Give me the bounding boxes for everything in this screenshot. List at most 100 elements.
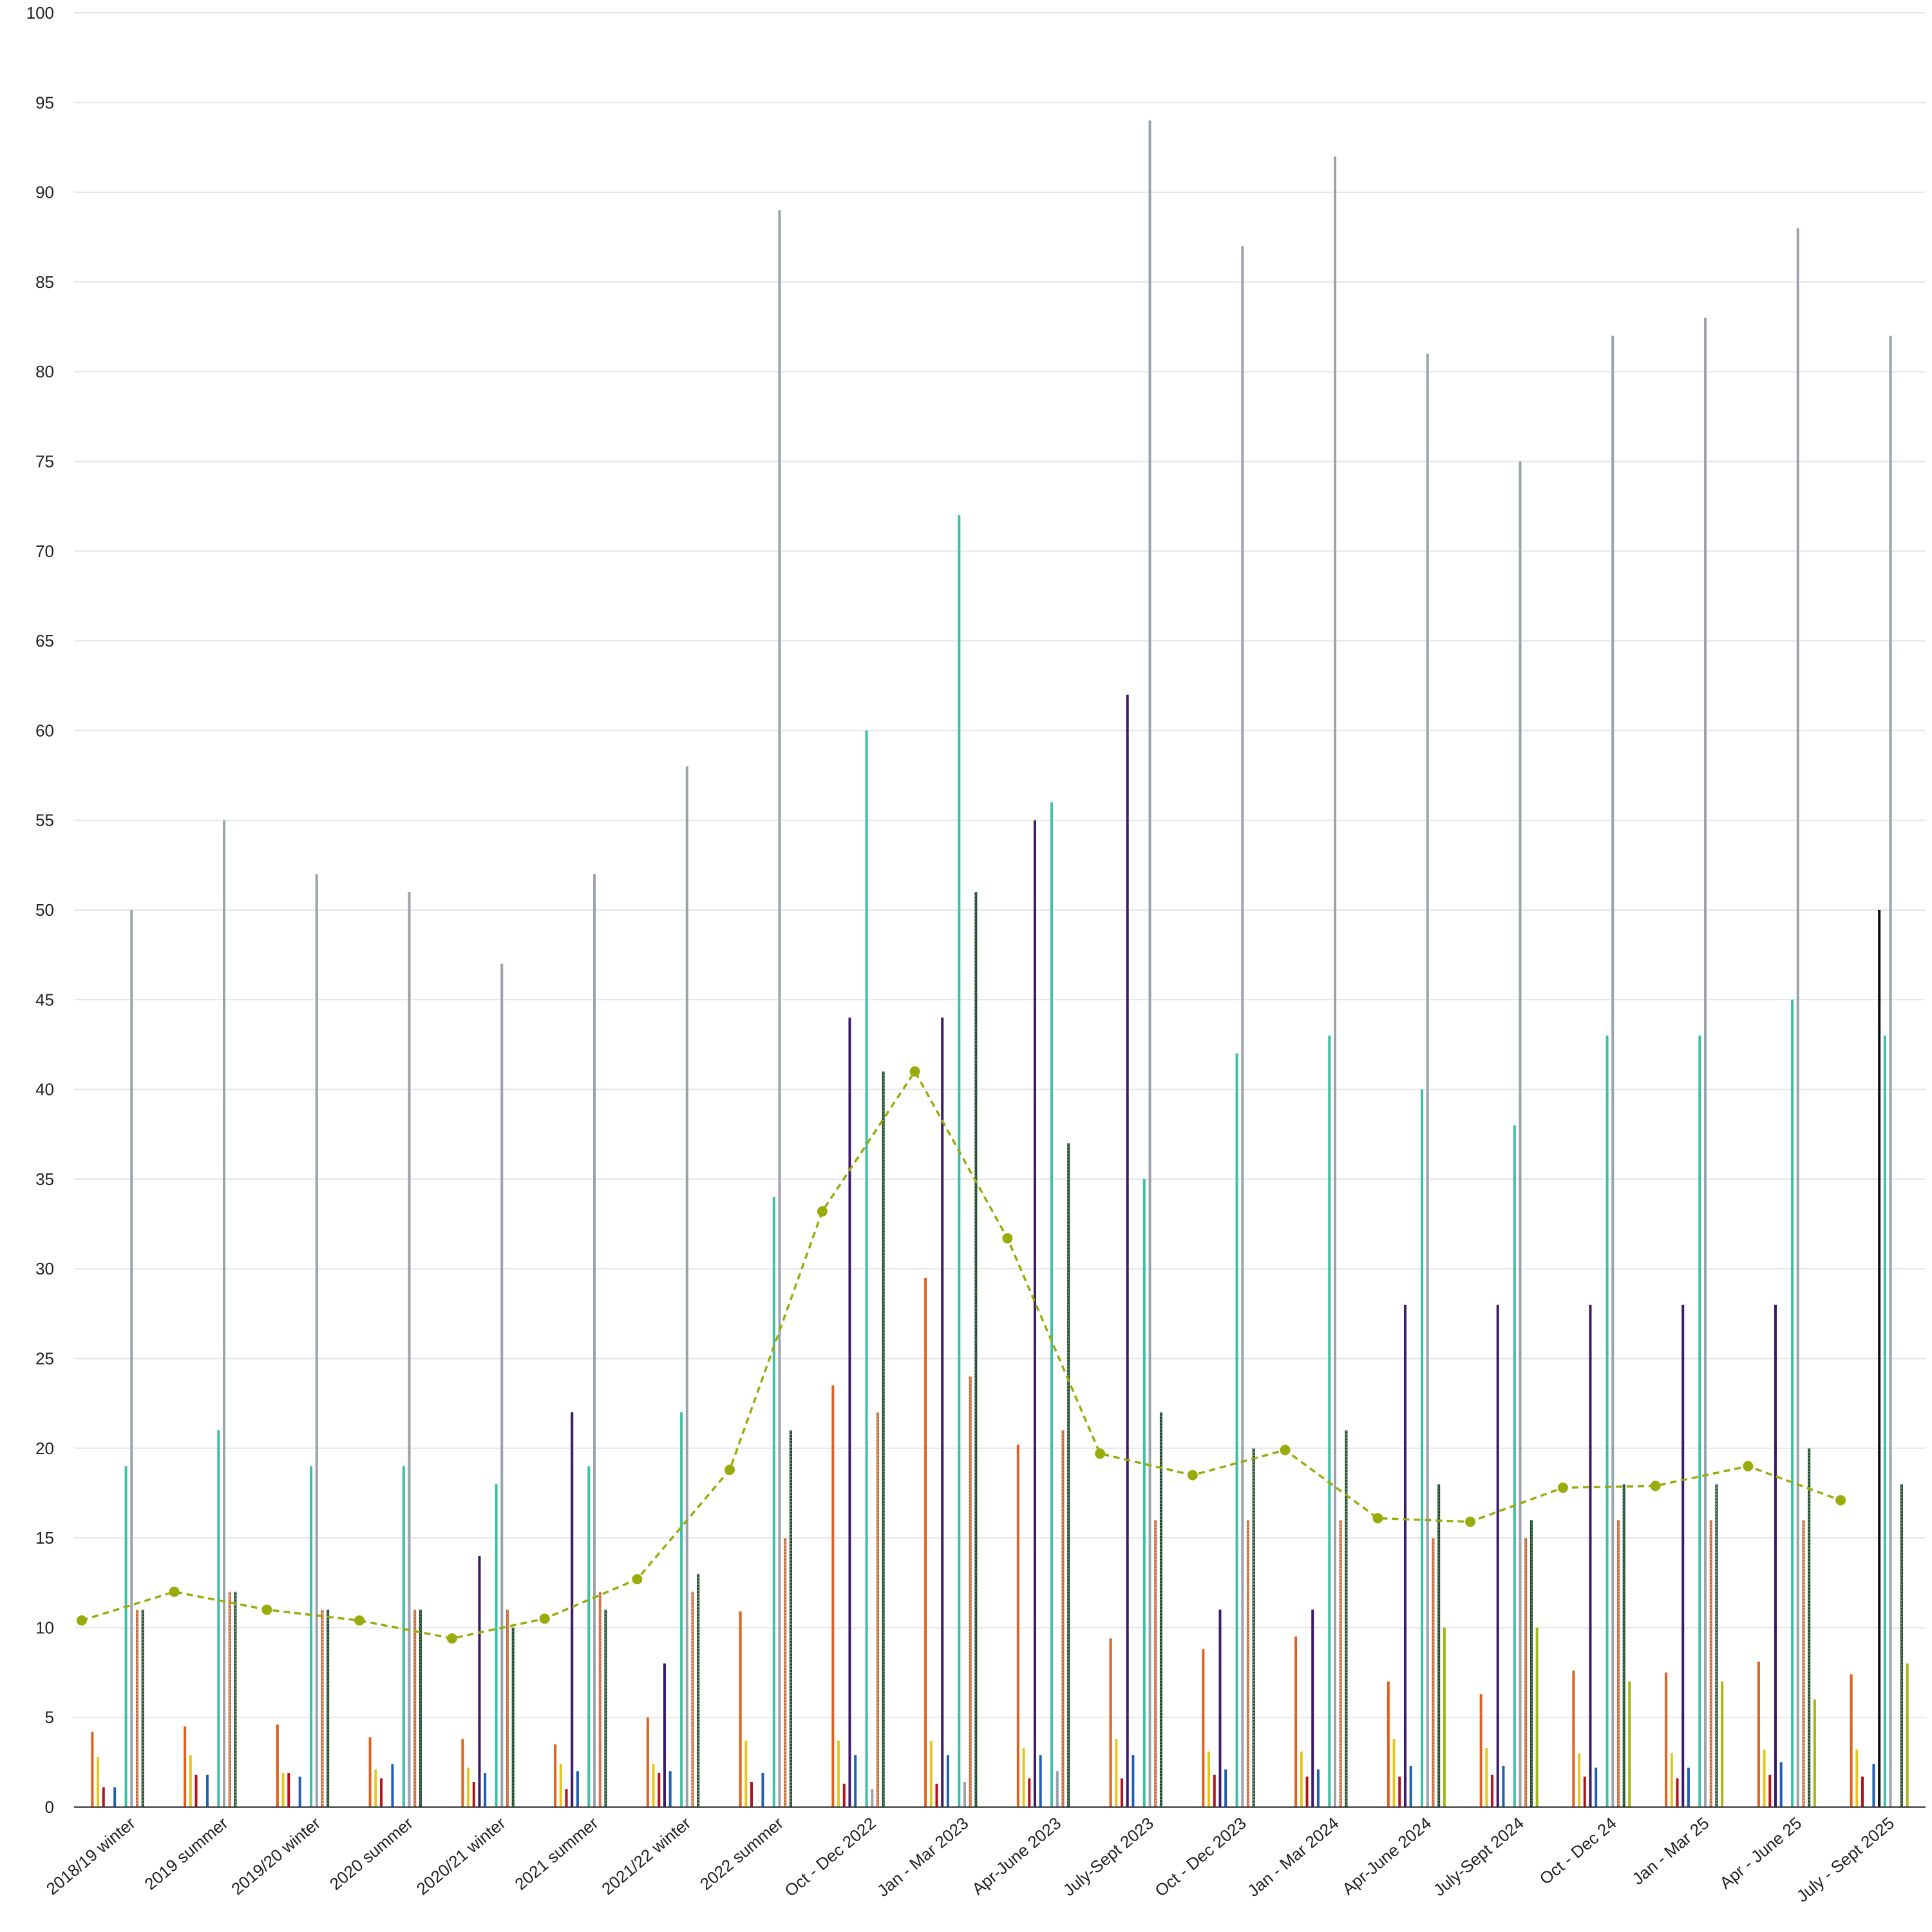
bar [506, 1609, 509, 1807]
bar [1779, 1762, 1783, 1807]
x-tick-label: 2021/22 winter [598, 1813, 694, 1899]
bars [91, 120, 1909, 1808]
bar [1300, 1751, 1303, 1807]
bar [189, 1755, 192, 1807]
bar [1611, 336, 1615, 1807]
bar [1392, 1739, 1396, 1807]
bar [1016, 1444, 1019, 1807]
bar [554, 1744, 557, 1807]
bar [871, 1789, 874, 1807]
line-point [539, 1613, 550, 1624]
bar [924, 1278, 927, 1807]
bar [223, 820, 226, 1807]
bar [1022, 1748, 1025, 1807]
bar [91, 1731, 94, 1807]
bar [1241, 246, 1244, 1808]
bar [1235, 1053, 1238, 1807]
bar [281, 1773, 285, 1807]
bar [587, 1466, 591, 1807]
bar [1605, 1036, 1609, 1807]
bar [374, 1769, 377, 1807]
bar [1513, 1125, 1516, 1807]
bar [205, 1774, 209, 1807]
bar [1443, 1627, 1446, 1807]
bar [1524, 1538, 1528, 1807]
bar [1426, 354, 1429, 1807]
y-tick-label: 70 [35, 542, 54, 561]
bar [854, 1755, 857, 1807]
bar [652, 1764, 655, 1807]
x-tick-label: July-Sept 2023 [1059, 1814, 1157, 1900]
y-tick-label: 95 [35, 93, 54, 112]
bar [1121, 1778, 1124, 1807]
bar [576, 1771, 579, 1807]
bar [1709, 1520, 1712, 1807]
bar [1126, 694, 1129, 1807]
line-point [909, 1066, 920, 1077]
bar [467, 1767, 470, 1807]
bar [842, 1783, 846, 1807]
bar [1432, 1538, 1435, 1807]
bar [1479, 1694, 1482, 1807]
y-tick-label: 35 [35, 1170, 54, 1189]
bar [668, 1771, 672, 1807]
bar [1676, 1778, 1679, 1807]
bar [1681, 1304, 1685, 1807]
bar [1757, 1662, 1760, 1807]
bar [184, 1726, 187, 1807]
bar [789, 1430, 792, 1807]
line-point [1187, 1470, 1198, 1481]
bar [1154, 1520, 1157, 1807]
bar [1033, 820, 1036, 1807]
bar [935, 1783, 938, 1807]
bar [124, 1466, 128, 1807]
bar [97, 1756, 100, 1807]
bar [571, 1412, 574, 1807]
bar [1345, 1430, 1348, 1807]
line-point [169, 1586, 180, 1597]
bar [1246, 1520, 1249, 1807]
x-tick-label: 2018/19 winter [43, 1813, 139, 1899]
bar [1409, 1765, 1412, 1807]
bar [1855, 1749, 1859, 1807]
bar [598, 1591, 601, 1807]
bar [784, 1538, 787, 1807]
bar [604, 1609, 607, 1807]
bar [1502, 1765, 1505, 1807]
y-tick-label: 80 [35, 362, 54, 381]
bar [1387, 1681, 1390, 1807]
bar [1202, 1649, 1205, 1807]
bar [135, 1609, 138, 1807]
line-point [261, 1604, 272, 1615]
bar [750, 1781, 753, 1807]
bar [1485, 1748, 1488, 1807]
bar [461, 1739, 464, 1807]
bar [1208, 1751, 1211, 1807]
bar [1056, 1771, 1059, 1807]
bar [958, 515, 961, 1807]
line-point [1650, 1481, 1661, 1492]
bar [1850, 1674, 1853, 1807]
bar [1421, 1089, 1424, 1807]
bar [1883, 1036, 1886, 1807]
bar [1872, 1764, 1875, 1807]
bar [1628, 1681, 1631, 1807]
bar [113, 1787, 117, 1807]
bar [194, 1774, 198, 1807]
bar [472, 1781, 475, 1807]
bar [663, 1663, 666, 1807]
bar [680, 1412, 683, 1807]
y-tick-label: 25 [35, 1349, 54, 1368]
bar [744, 1740, 748, 1807]
line-path [81, 1069, 1841, 1640]
bar [761, 1773, 764, 1807]
bar [1813, 1699, 1816, 1807]
bar [1218, 1609, 1222, 1807]
bar [234, 1591, 237, 1807]
line-point [1743, 1461, 1754, 1472]
x-tick-label: Apr-June 2024 [1338, 1814, 1435, 1899]
bar [130, 910, 133, 1807]
line-point [632, 1574, 643, 1585]
